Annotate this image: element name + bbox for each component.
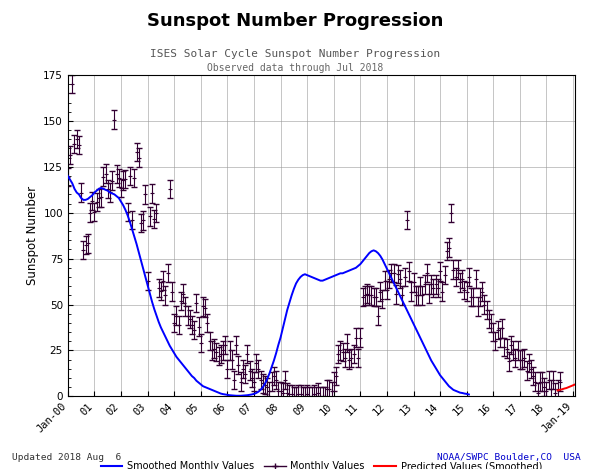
Text: ISES Solar Cycle Sunspot Number Progression: ISES Solar Cycle Sunspot Number Progress… <box>150 49 440 59</box>
Y-axis label: Sunspot Number: Sunspot Number <box>26 186 39 285</box>
Text: NOAA/SWPC Boulder,CO  USA: NOAA/SWPC Boulder,CO USA <box>437 453 581 462</box>
Text: Sunspot Number Progression: Sunspot Number Progression <box>147 12 443 30</box>
Text: Observed data through Jul 2018: Observed data through Jul 2018 <box>207 63 383 73</box>
Text: Updated 2018 Aug  6: Updated 2018 Aug 6 <box>12 453 121 462</box>
Legend: Smoothed Monthly Values, Monthly Values, Predicted Values (Smoothed): Smoothed Monthly Values, Monthly Values,… <box>97 457 546 469</box>
